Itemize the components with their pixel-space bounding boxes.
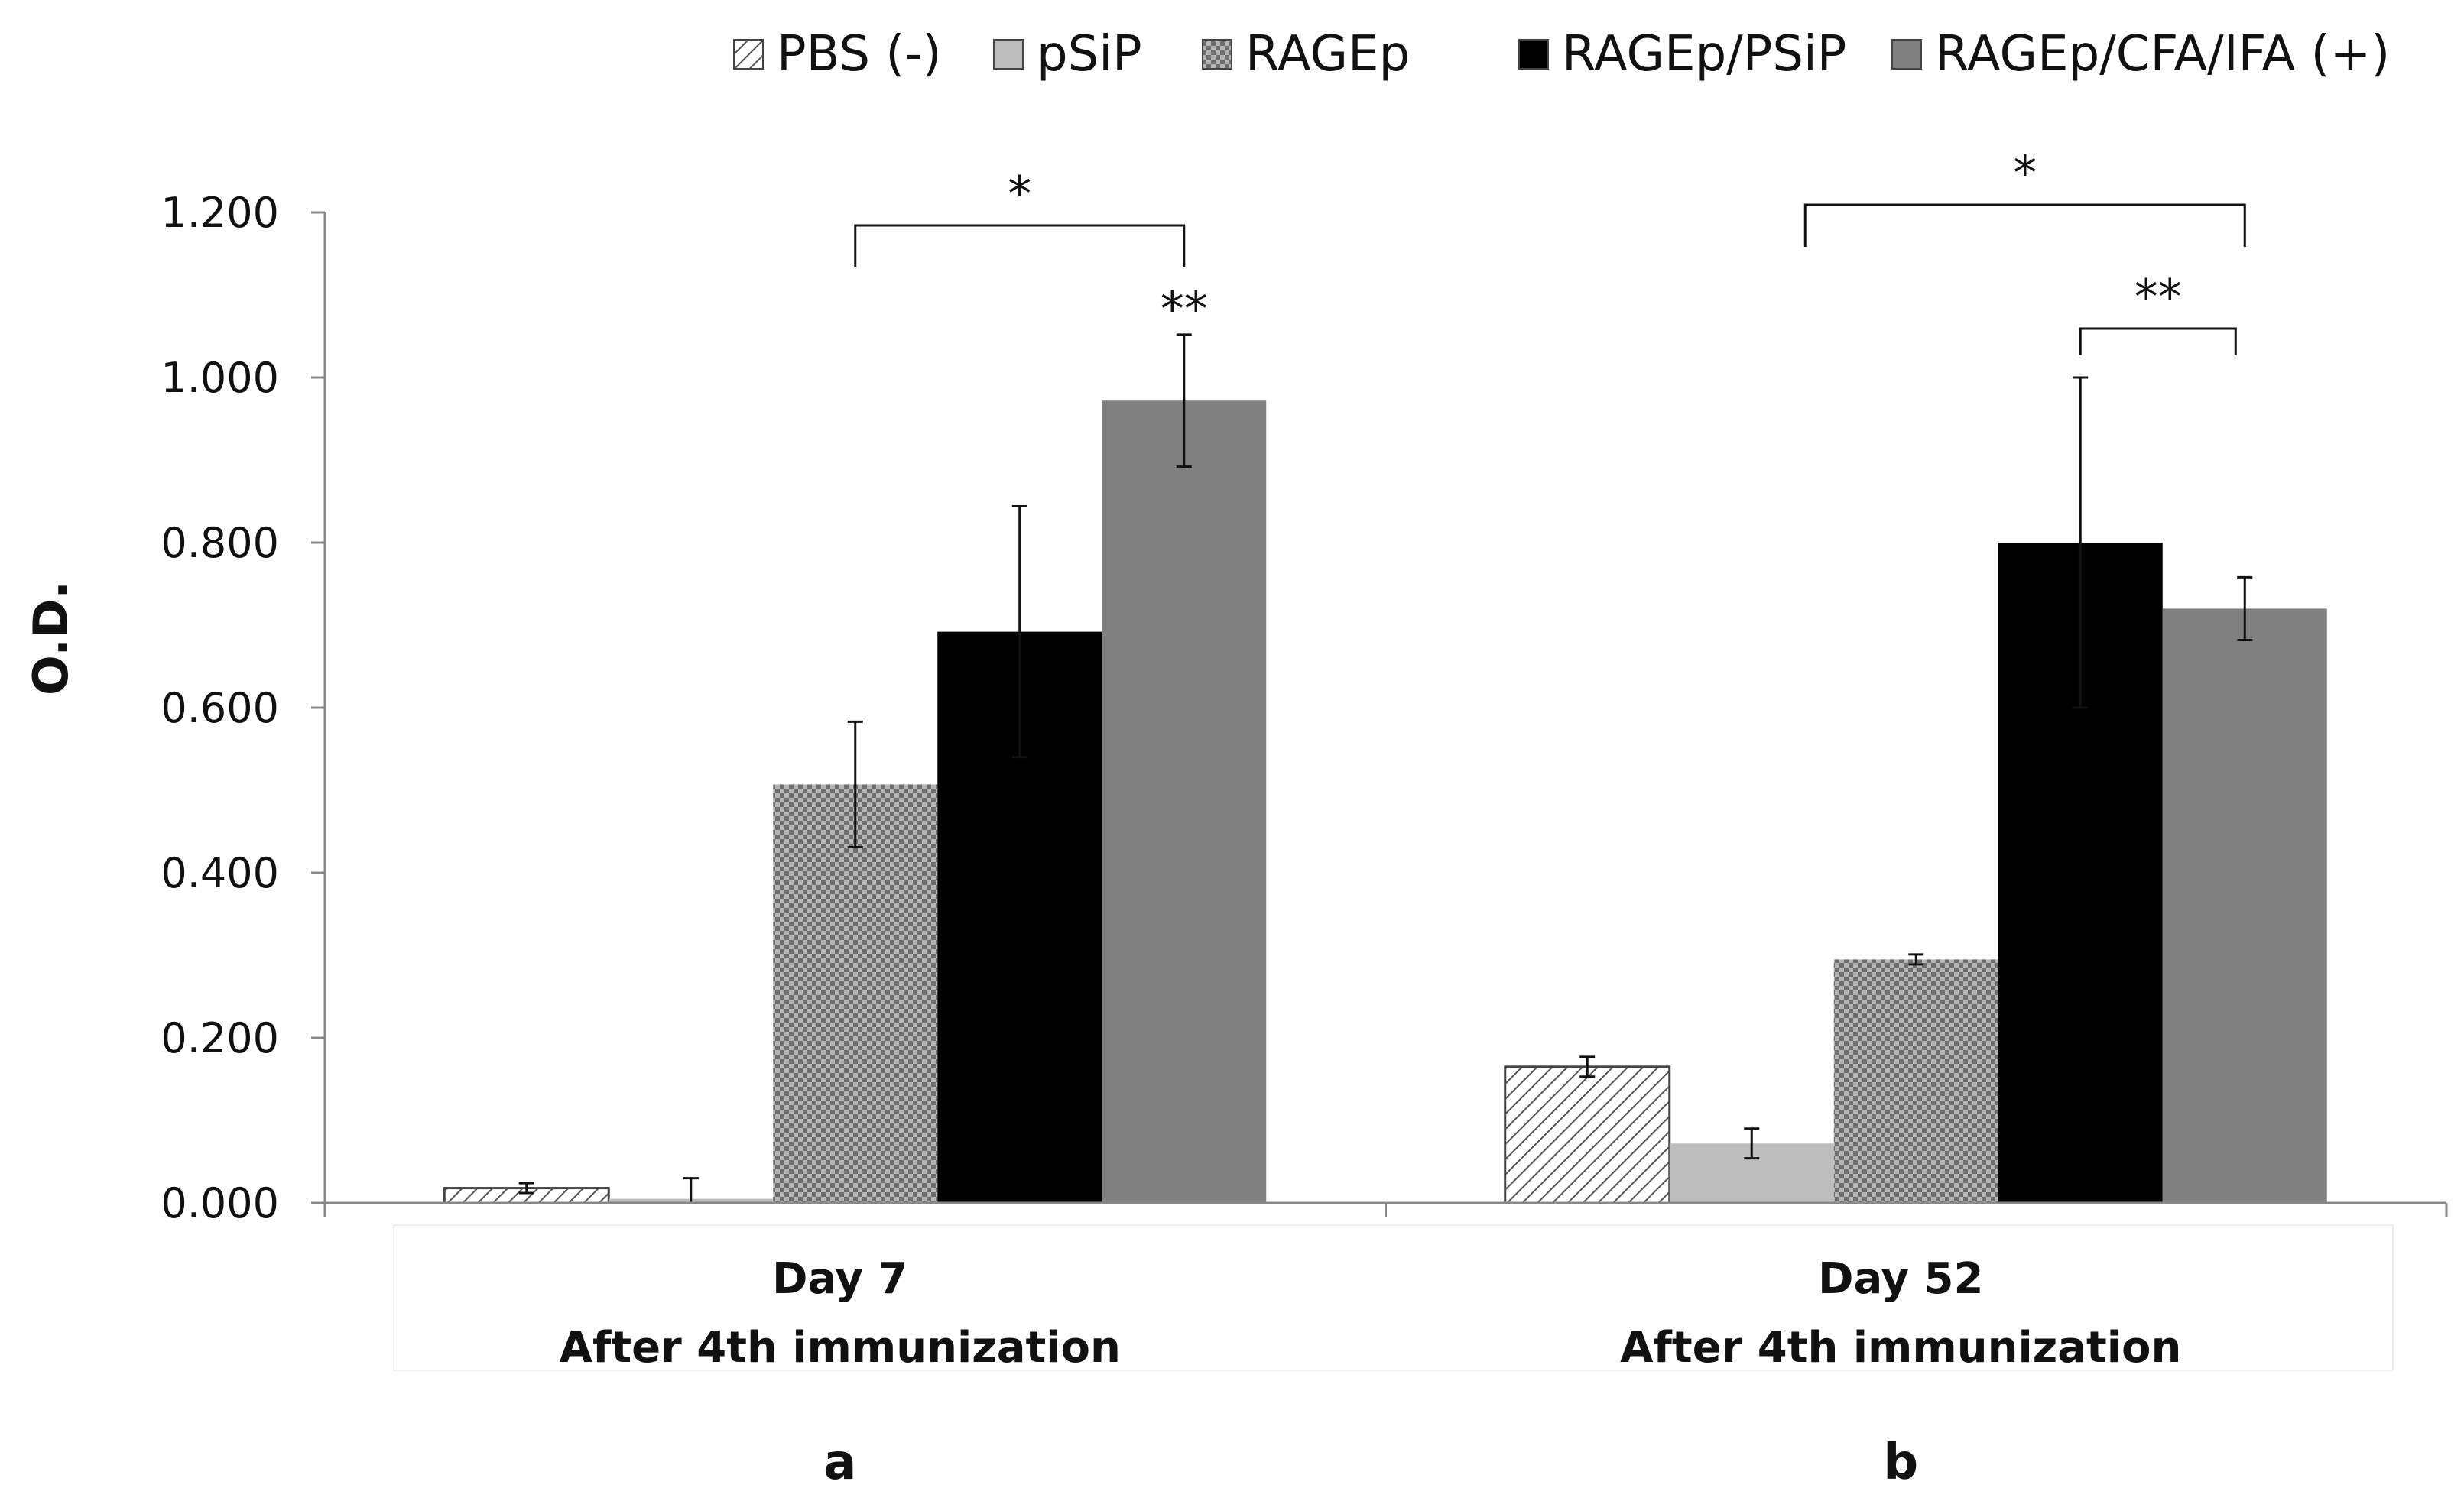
legend-swatch	[1891, 39, 1922, 70]
significance-bracket	[2079, 327, 2237, 355]
significance-label: **	[2134, 269, 2182, 325]
legend-label: RAGEp	[1245, 26, 1410, 83]
bar-pbs-2	[1504, 1065, 1671, 1204]
y-tick-label: 0.600	[161, 684, 279, 732]
significance-annotations: ******	[854, 145, 2246, 355]
y-tick-label: 1.200	[161, 189, 279, 237]
x-axis: Day 7 After 4th immunization a Day 52 After …	[323, 1201, 2448, 1491]
significance-label: **	[1161, 281, 1208, 337]
bar-ragep-2	[1833, 959, 1998, 1203]
y-tick-label: 0.000	[161, 1179, 279, 1227]
legend-label: RAGEp/PSiP	[1562, 26, 1846, 83]
category-label-subtitle: After 4th immunization	[1620, 1323, 2181, 1373]
y-tick-label: 0.800	[161, 519, 279, 567]
bar-ragep-1	[773, 784, 938, 1203]
category-label-box	[393, 1224, 2394, 1371]
significance-bracket	[1803, 203, 2246, 247]
category-label-day: Day 7	[772, 1254, 908, 1304]
legend-label: RAGEp/CFA/IFA (+)	[1935, 26, 2390, 83]
legend-swatch	[993, 39, 1024, 70]
y-axis-title: O.D.	[23, 581, 79, 695]
category-label-day: Day 52	[1818, 1254, 1983, 1304]
legend-swatch	[733, 39, 764, 70]
legend-swatch	[1518, 39, 1549, 70]
y-axis: 0.000 0.200 0.400 0.600 0.800 1.000 1.200	[161, 189, 326, 1227]
bars	[443, 400, 2327, 1204]
panel-label: b	[1883, 1435, 1918, 1491]
y-tick-label: 0.400	[161, 849, 279, 897]
bar-ragep-cfa-ifa-1	[1102, 400, 1267, 1203]
category-label-subtitle: After 4th immunization	[560, 1323, 1121, 1373]
error-bars	[518, 333, 2253, 1204]
legend: PBS (-) pSiP RAGEp RAGEp/PSiP RAGEp/CFA/IFA …	[733, 26, 2390, 83]
bar-ragep-cfa-ifa-2	[2162, 608, 2327, 1203]
y-tick-label: 0.200	[161, 1014, 279, 1062]
y-tick-label: 1.000	[161, 354, 279, 402]
legend-label: PBS (-)	[777, 26, 941, 83]
significance-bracket	[854, 224, 1186, 267]
legend-label: pSiP	[1037, 26, 1142, 83]
legend-swatch	[1202, 39, 1232, 70]
significance-label: *	[2013, 145, 2037, 201]
significance-label: *	[1008, 166, 1031, 222]
panel-label: a	[823, 1435, 856, 1491]
